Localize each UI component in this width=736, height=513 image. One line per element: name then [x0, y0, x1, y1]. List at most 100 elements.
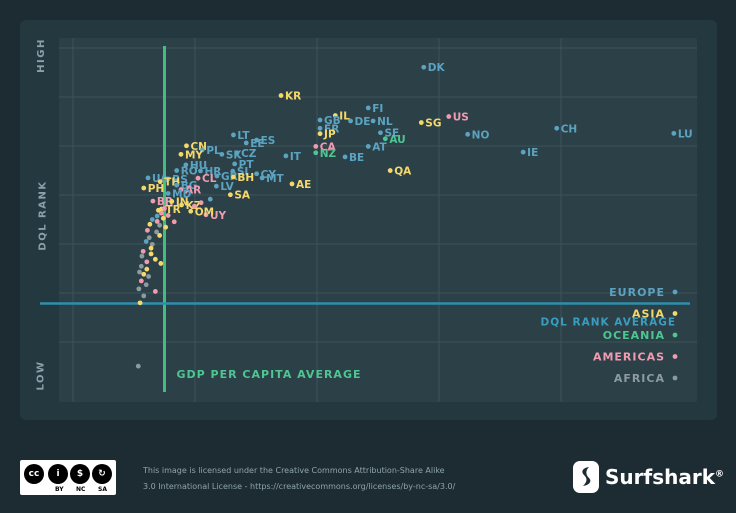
data-point	[313, 144, 319, 149]
point-label: MY	[185, 149, 203, 161]
point-label: NO	[472, 129, 490, 141]
point-label: DK	[428, 62, 446, 74]
data-point	[152, 256, 158, 262]
legend-label: AFRICA	[614, 372, 665, 385]
data-point	[179, 202, 184, 208]
legend-marker	[672, 332, 678, 338]
point-label: RO	[181, 166, 198, 178]
point-label: IT	[290, 151, 302, 163]
data-point	[154, 219, 160, 224]
license-line-1: This image is licensed under the Creativ…	[143, 466, 445, 475]
point-label: MT	[266, 173, 284, 185]
data-point	[231, 174, 236, 180]
data-point	[231, 132, 236, 138]
data-point	[154, 229, 159, 235]
point-label: AR	[185, 185, 201, 197]
data-point	[446, 114, 452, 119]
data-point	[317, 131, 323, 137]
data-point	[140, 248, 146, 254]
data-point	[171, 219, 177, 225]
data-point	[370, 118, 376, 124]
data-point	[283, 153, 289, 159]
data-point	[342, 154, 348, 160]
point-label: GB	[324, 115, 341, 127]
point-label: LT	[237, 130, 250, 142]
point-label: SK	[226, 149, 243, 161]
legend-marker	[672, 375, 678, 381]
data-point	[234, 150, 240, 156]
point-label: US	[453, 112, 469, 124]
point-label: CY	[261, 169, 277, 181]
data-point	[143, 282, 149, 288]
data-point	[136, 286, 142, 292]
point-label: CL	[202, 173, 217, 185]
data-point	[157, 179, 163, 185]
data-point	[149, 217, 155, 222]
point-label: PT	[239, 159, 255, 171]
point-label: TR	[165, 204, 180, 216]
data-point	[141, 185, 147, 191]
grid-lines	[59, 38, 697, 402]
data-point	[465, 131, 471, 137]
point-label: LV	[220, 181, 234, 193]
data-point	[165, 213, 171, 218]
data-point	[144, 266, 150, 272]
data-point	[160, 215, 166, 221]
data-point	[203, 212, 209, 218]
point-label: SI	[237, 166, 248, 178]
point-label: UY	[210, 210, 227, 222]
data-point	[317, 117, 323, 123]
point-label: FR	[324, 123, 339, 135]
data-point	[191, 203, 197, 209]
data-point	[332, 113, 338, 118]
data-point	[232, 161, 238, 167]
data-point	[317, 125, 323, 131]
point-label: BG	[181, 180, 198, 192]
point-label: BE	[349, 152, 364, 164]
data-point	[146, 235, 152, 241]
point-label: RS	[172, 174, 188, 186]
data-point	[149, 241, 155, 247]
data-point	[289, 181, 295, 187]
point-label: NL	[377, 116, 393, 128]
sharealike-icon: ↻	[92, 464, 112, 484]
data-point	[158, 261, 164, 266]
legend-label: AMERICAS	[593, 351, 665, 364]
data-point	[138, 278, 144, 284]
cc-label-sa: SA	[98, 486, 107, 493]
data-point	[520, 149, 526, 155]
data-point	[365, 105, 371, 111]
data-point	[162, 206, 167, 211]
point-label: BR	[157, 196, 173, 208]
data-point	[138, 263, 144, 269]
data-point	[178, 151, 184, 157]
x-reference-label: GDP PER CAPITA AVERAGE	[177, 368, 362, 381]
cc-label-nc: NC	[76, 486, 86, 493]
point-label: KR	[285, 91, 301, 103]
legend-marker	[672, 311, 678, 316]
data-point	[554, 125, 560, 131]
point-label: BH	[237, 172, 254, 184]
legend-label: ASIA	[632, 308, 665, 321]
license-line-2: 3.0 International License - https://crea…	[143, 482, 456, 491]
data-point	[254, 171, 260, 177]
data-point	[137, 300, 143, 306]
point-label: OM	[195, 206, 214, 218]
point-label: SG	[425, 118, 441, 130]
point-label: SE	[384, 128, 399, 140]
point-label: JP	[323, 129, 336, 141]
point-label: IL	[339, 111, 350, 123]
data-point	[135, 363, 141, 369]
legend-marker	[672, 289, 678, 295]
y-reference-label: DQL RANK AVERAGE	[541, 317, 677, 329]
point-label: MD	[172, 188, 191, 200]
data-point	[227, 192, 233, 198]
data-point	[348, 118, 353, 124]
point-label: DE	[355, 116, 371, 128]
data-point	[198, 200, 204, 206]
data-point	[163, 224, 169, 230]
data-point	[141, 293, 147, 299]
point-label: LU	[678, 128, 693, 140]
legend: EUROPE ASIA OCEANIA AMERICAS AFRICA	[593, 286, 678, 385]
